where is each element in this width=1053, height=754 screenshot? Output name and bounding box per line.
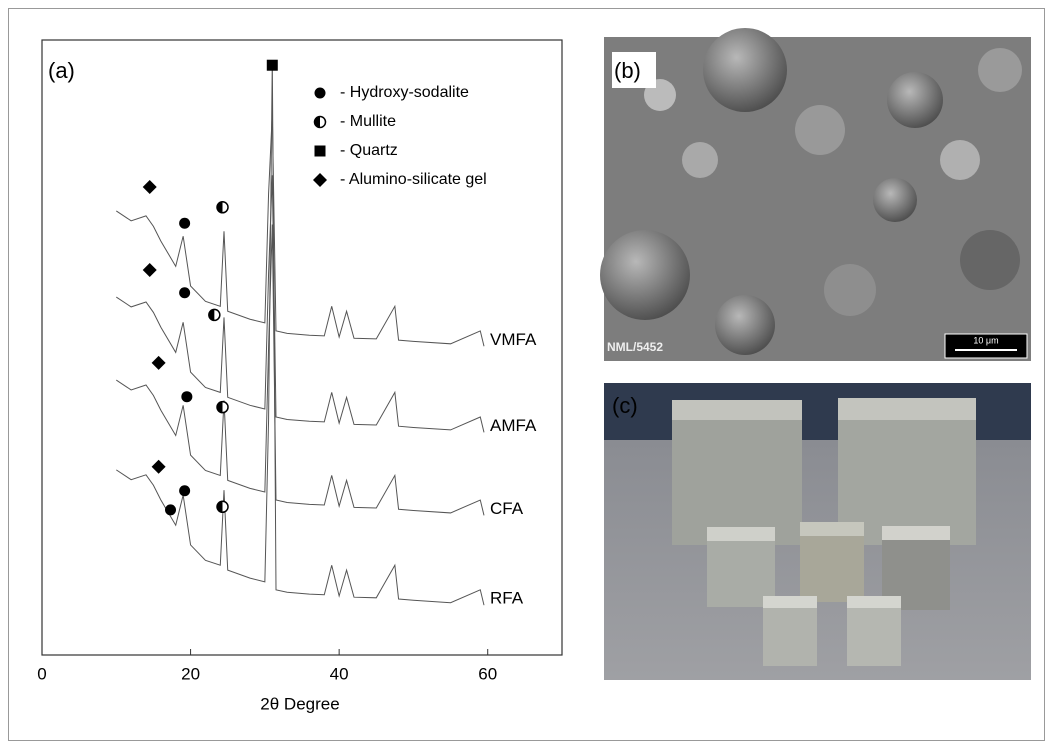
legend-symbol: [315, 88, 326, 99]
legend-label: - Alumino-silicate gel: [340, 171, 487, 188]
series-label: RFA: [490, 589, 524, 608]
panel-label: (a): [48, 58, 75, 83]
x-tick-label: 60: [478, 664, 497, 683]
page: (a) 2θ Degree (b) NML/5452 10 μm: [0, 0, 1053, 754]
series-label: AMFA: [490, 416, 537, 435]
phase-marker: [217, 202, 228, 213]
x-tick-label: 0: [37, 664, 46, 683]
phase-marker: [181, 391, 192, 402]
phase-marker: [217, 501, 228, 512]
x-axis-label: 2θ Degree: [260, 694, 339, 713]
legend-label: - Mullite: [340, 113, 396, 130]
series-label: VMFA: [490, 330, 537, 349]
panel-label: (c): [612, 393, 638, 418]
phase-marker: [267, 60, 278, 71]
legend-symbol: [315, 117, 326, 128]
legend-label: - Hydroxy-sodalite: [340, 84, 469, 101]
cube-photo: [604, 383, 1031, 680]
series-label: CFA: [490, 499, 524, 518]
phase-marker: [179, 218, 190, 229]
phase-marker: [179, 287, 190, 298]
image-id: NML/5452: [607, 340, 663, 354]
scale-bar-label: 10 μm: [973, 335, 998, 345]
sem-image: [600, 28, 1031, 361]
figure: (a) 2θ Degree (b) NML/5452 10 μm: [0, 0, 1053, 749]
phase-marker: [179, 485, 190, 496]
x-tick-label: 20: [181, 664, 200, 683]
phase-marker: [165, 504, 176, 515]
phase-marker: [217, 402, 228, 413]
legend-label: - Quartz: [340, 142, 398, 159]
phase-marker: [209, 309, 220, 320]
panel-label: (b): [614, 58, 641, 83]
legend-symbol: [315, 146, 326, 157]
x-tick-label: 40: [330, 664, 349, 683]
